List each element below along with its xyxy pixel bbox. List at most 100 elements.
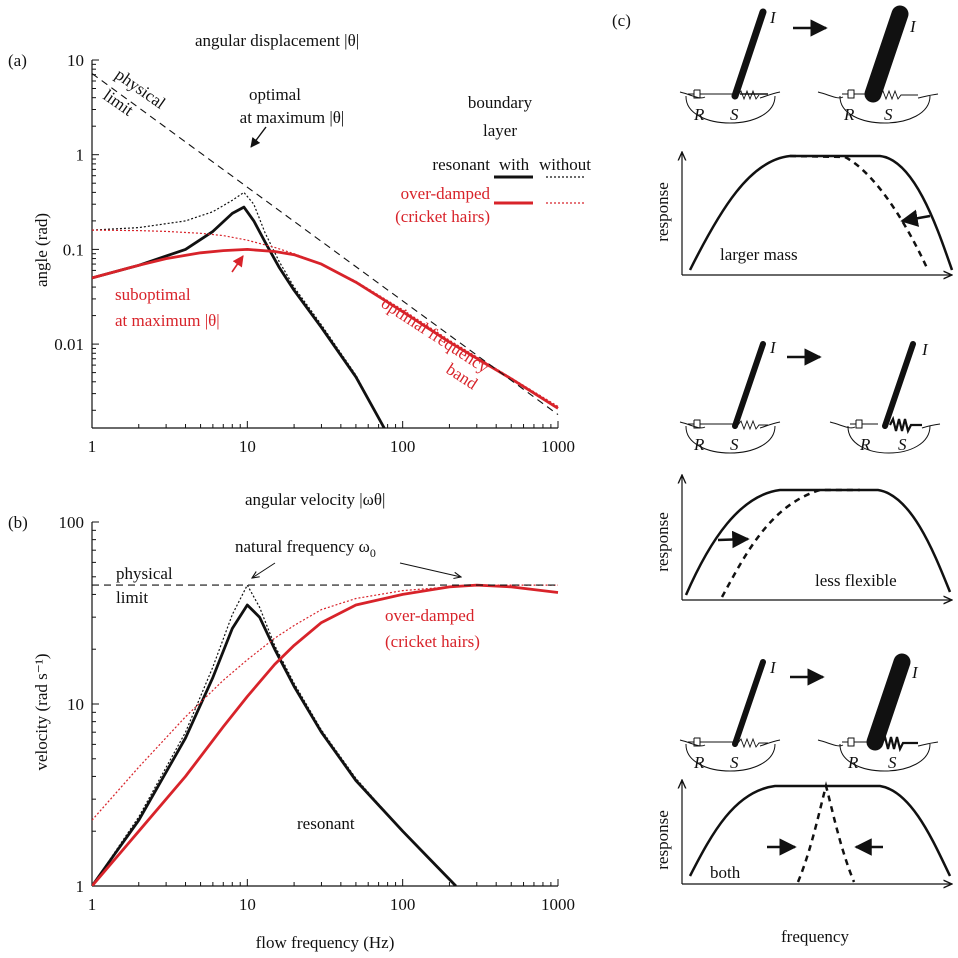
shift-arrow	[900, 209, 931, 227]
response-curve-after	[789, 154, 929, 269]
label-S: S	[730, 753, 739, 772]
panel-a-suboptimal-arrow	[231, 255, 244, 273]
label-R: R	[693, 105, 705, 124]
panel-b-series-over-damped-with	[92, 583, 559, 886]
legend-header-1: boundary	[468, 93, 533, 112]
response-ylabel: response	[653, 182, 672, 241]
panel-b-ylabel: velocity (rad s⁻¹)	[32, 654, 51, 771]
label-I: I	[911, 663, 919, 682]
case-1-label: larger mass	[720, 245, 798, 264]
panel-b-y-tick-label: 1	[76, 877, 85, 896]
response-curve-before	[684, 488, 952, 596]
response-ylabel: response	[653, 512, 672, 571]
panel-c-case-1: R S I R S I response larger mas	[653, 5, 954, 275]
panel-a-suboptimal-label-2: at maximum |θ|	[115, 311, 220, 330]
panel-a-series-resonant-with	[92, 205, 386, 428]
hair-shaft	[882, 341, 916, 429]
label-S: S	[730, 105, 739, 124]
panel-b-series-resonant-without	[92, 584, 457, 886]
legend-without: without	[539, 155, 591, 174]
panel-a-y-tick-label: 1	[76, 146, 85, 165]
shift-arrow	[717, 530, 750, 549]
hair-shaft	[732, 659, 766, 747]
panel-b-series	[92, 583, 559, 886]
panel-a-x-tick-label: 10	[239, 437, 256, 456]
panel-a-ylabel: angle (rad)	[32, 213, 51, 287]
case-2-label: less flexible	[815, 571, 897, 590]
label-I: I	[769, 8, 777, 27]
panel-b-label: (b)	[8, 513, 28, 532]
panel-b-y-tick-label: 10	[67, 695, 84, 714]
case-3-label: both	[710, 863, 741, 882]
panel-a-y-tick-label: 0.1	[63, 240, 84, 259]
panel-b-overdamped-1: over-damped	[385, 606, 475, 625]
panel-a-y-tick-label: 0.01	[54, 335, 84, 354]
label-I: I	[921, 340, 929, 359]
hair-diagram-thick-stiff: R S I	[817, 653, 939, 772]
hair-shaft	[864, 5, 909, 103]
panel-a-optimal-arrow	[250, 126, 267, 148]
legend-resonant: resonant	[432, 155, 490, 174]
panel-b-limit-label-2: limit	[116, 588, 148, 607]
response-ylabel: response	[653, 810, 672, 869]
label-R: R	[843, 105, 855, 124]
legend-overdamped: over-damped	[401, 184, 491, 203]
panel-a-band-label-1: optimal frequency	[378, 293, 493, 377]
panel-b-title: angular velocity |ωθ|	[245, 490, 385, 509]
panel-a-series-over-damped-with	[92, 248, 559, 410]
label-R: R	[859, 435, 871, 454]
panel-b-x-tick-label: 1000	[541, 895, 575, 914]
panel-b-series-over-damped-without	[92, 584, 558, 821]
panel-a-x-tick-label: 100	[390, 437, 416, 456]
panel-c-case-3: R S I R S I response bot	[653, 653, 952, 946]
hair-diagram-thin: R S I	[679, 8, 781, 124]
panel-c-case-2: R S I R S I response less flexi	[653, 338, 952, 600]
panel-b-natural-arrow-right	[399, 562, 461, 577]
panel-b-y-tick-label: 100	[59, 513, 85, 532]
panel-c-label: (c)	[612, 11, 631, 30]
response-curve-before	[688, 784, 952, 877]
label-S: S	[888, 753, 897, 772]
panel-b-natural-arrow-left	[252, 562, 276, 578]
panel-a-label: (a)	[8, 51, 27, 70]
panel-a-title: angular displacement |θ|	[195, 31, 359, 50]
panel-a-suboptimal-label-1: suboptimal	[115, 285, 191, 304]
panel-b: (b) angular velocity |ωθ| velocity (rad …	[8, 490, 575, 952]
panel-b-natural-label: natural frequency ω0	[235, 537, 376, 560]
panel-a-optimal-label-1: optimal	[249, 85, 301, 104]
hair-diagram-stiff: R S I	[829, 340, 941, 454]
panel-b-xlabel: flow frequency (Hz)	[256, 933, 395, 952]
panel-a-axes: 1 10 100 1000 0.01 0.1 1 10	[54, 51, 575, 456]
legend-cricket: (cricket hairs)	[395, 207, 490, 226]
response-xlabel: frequency	[781, 927, 849, 946]
panel-b-x-tick-label: 10	[239, 895, 256, 914]
panel-a: (a) angular displacement |θ| angle (rad)…	[8, 31, 591, 456]
panel-a-x-tick-label: 1	[88, 437, 97, 456]
hair-shaft	[731, 8, 767, 100]
panel-b-resonant-label: resonant	[297, 814, 355, 833]
hair-shaft	[866, 653, 911, 751]
panel-a-y-tick-label: 10	[67, 51, 84, 70]
hair-diagram-thin-flexible: R S I	[679, 658, 781, 772]
panel-b-axes: 1 10 100 1000 1 10 100	[59, 513, 576, 914]
label-S: S	[898, 435, 907, 454]
label-S: S	[884, 105, 893, 124]
panel-a-series	[92, 73, 559, 428]
hair-diagram-flexible: R S I	[679, 338, 781, 454]
panel-a-series-over-damped-without	[92, 229, 559, 407]
panel-a-optimal-label-2: at maximum |θ|	[240, 108, 345, 127]
panel-b-x-tick-label: 1	[88, 895, 97, 914]
label-I: I	[769, 338, 777, 357]
panel-b-limit-label-1: physical	[116, 564, 173, 583]
panel-a-x-tick-label: 1000	[541, 437, 575, 456]
panel-b-x-tick-label: 100	[390, 895, 416, 914]
hair-shaft	[732, 341, 766, 429]
legend-header-2: layer	[483, 121, 517, 140]
panel-a-series-resonant-without	[92, 191, 385, 428]
legend-with: with	[499, 155, 530, 174]
panel-b-overdamped-2: (cricket hairs)	[385, 632, 480, 651]
panel-c: (c) R S I R	[612, 5, 954, 946]
label-I: I	[769, 658, 777, 677]
label-R: R	[693, 753, 705, 772]
